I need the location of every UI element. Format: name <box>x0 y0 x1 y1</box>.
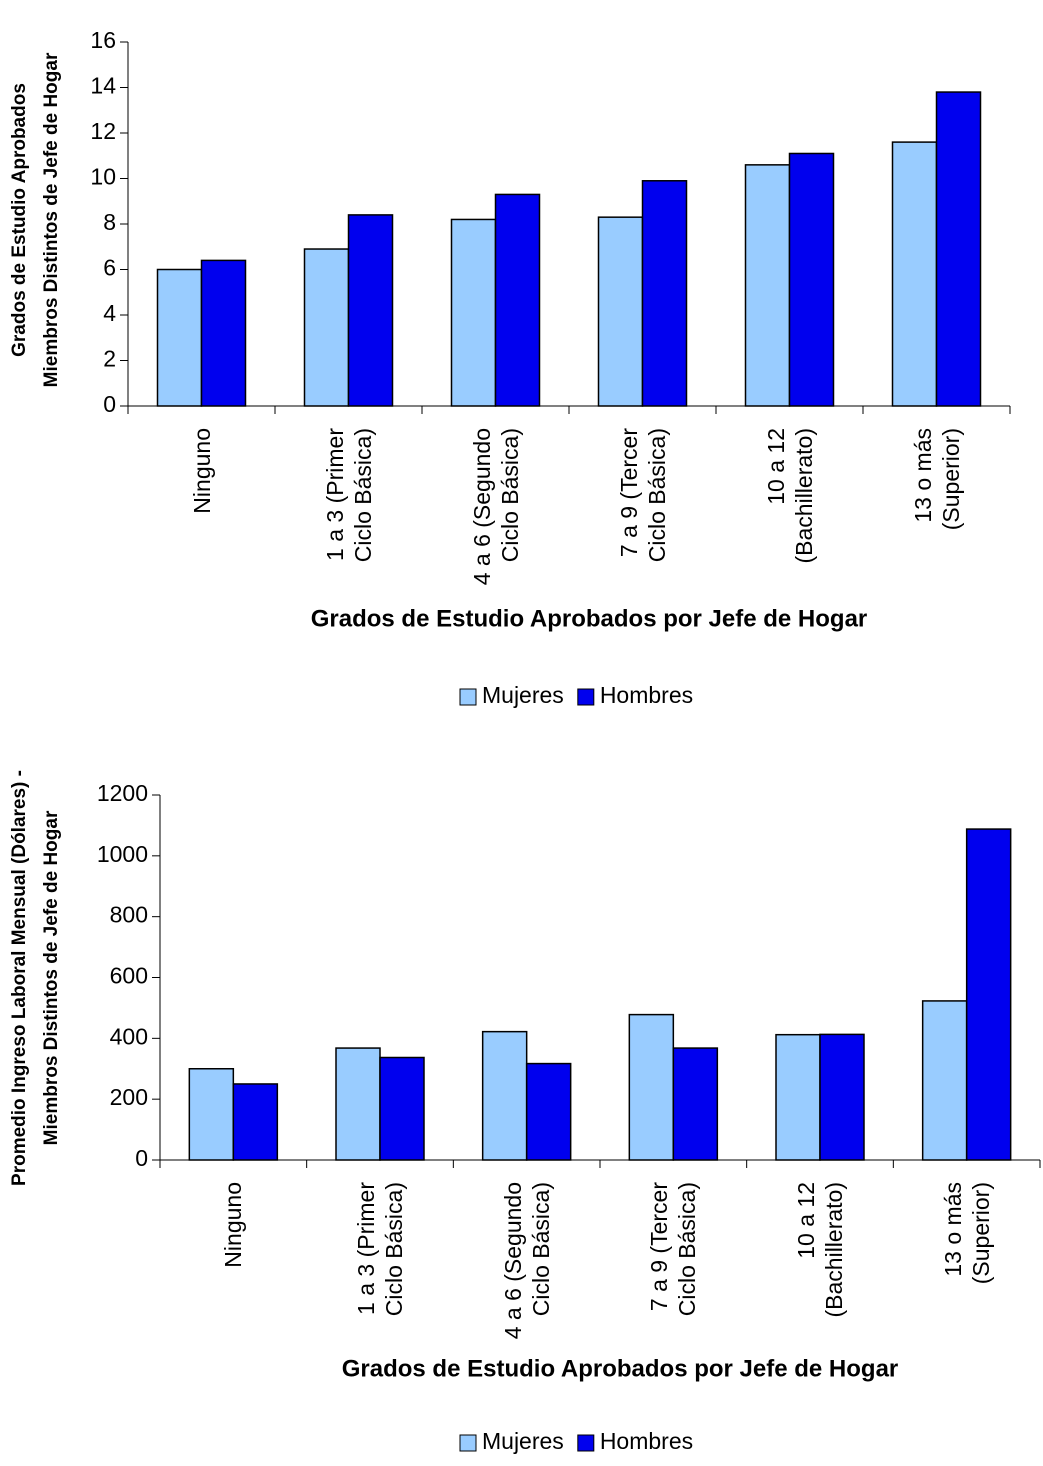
y-tick-label: 12 <box>90 118 116 144</box>
y-axis-title: Miembros Distintos de Jefe de Hogar <box>41 810 62 1145</box>
bar <box>481 1030 528 1161</box>
bar <box>525 1062 572 1161</box>
x-tick-label: 7 a 9 (Tercer Ciclo Básica) <box>615 428 670 563</box>
y-tick-label: 800 <box>110 902 148 928</box>
bar <box>200 259 247 407</box>
x-axis-title: Grados de Estudio Aprobados por Jefe de … <box>311 605 868 632</box>
y-tick-label: 16 <box>90 27 116 53</box>
y-tick-label: 14 <box>90 73 116 99</box>
bar <box>935 91 982 407</box>
legend-label: Mujeres <box>482 682 564 708</box>
bar <box>641 180 688 407</box>
bar <box>744 164 791 407</box>
bar <box>379 1056 425 1161</box>
legend-label: Hombres <box>600 1428 693 1454</box>
legend-label: Hombres <box>600 682 693 708</box>
x-tick-label: 1 a 3 (Primer Ciclo Básica) <box>353 1182 407 1317</box>
y-tick-label: 600 <box>110 963 148 989</box>
bar <box>921 1000 968 1161</box>
bar <box>347 214 394 407</box>
x-tick-label: 1 a 3 (Primer Ciclo Básica) <box>321 428 376 563</box>
bar <box>494 193 541 407</box>
bar <box>788 152 835 407</box>
y-axis-title: Promedio Ingreso Laboral Mensual (Dólare… <box>9 770 30 1186</box>
x-tick-label: 4 a 6 (Segundo Ciclo Básica) <box>468 428 523 586</box>
bar <box>156 268 203 407</box>
x-tick-label: Ninguno <box>220 1182 247 1268</box>
x-axis-title: Grados de Estudio Aprobados por Jefe de … <box>342 1355 899 1382</box>
legend-swatch <box>459 688 477 706</box>
bar <box>232 1083 279 1161</box>
x-tick-label: Ninguno <box>188 428 215 514</box>
bar <box>672 1047 719 1161</box>
y-tick-label: 0 <box>135 1145 148 1171</box>
x-tick-label: 10 a 12 (Bachillerato) <box>793 1182 847 1318</box>
y-tick-label: 400 <box>110 1023 148 1049</box>
bar <box>597 216 644 407</box>
y-axis-title: Grados de Estudio Aprobados <box>9 83 30 357</box>
bar <box>628 1013 675 1161</box>
bar <box>891 141 938 407</box>
x-tick-label: 13 o más (Superior) <box>939 1182 994 1285</box>
y-axis-title: Miembros Distintos de Jefe de Hogar <box>41 52 62 387</box>
y-tick-label: 4 <box>103 300 116 326</box>
legend-swatch <box>459 1434 477 1452</box>
x-tick-label: 10 a 12 (Bachillerato) <box>762 428 817 564</box>
bar <box>303 248 350 407</box>
x-tick-label: 7 a 9 (Tercer Ciclo Básica) <box>646 1182 701 1317</box>
y-tick-label: 1000 <box>97 841 148 867</box>
y-tick-label: 200 <box>110 1084 148 1110</box>
x-tick-label: 4 a 6 (Segundo Ciclo Básica) <box>499 1182 554 1340</box>
legend-swatch <box>577 1434 595 1452</box>
legend-label: Mujeres <box>482 1428 564 1454</box>
y-tick-label: 10 <box>90 164 116 190</box>
bar <box>450 218 497 407</box>
y-tick-label: 6 <box>103 255 116 281</box>
y-tick-label: 2 <box>103 346 116 372</box>
bar <box>819 1033 865 1161</box>
bar <box>188 1068 235 1161</box>
bar <box>335 1047 381 1161</box>
bar <box>965 828 1012 1161</box>
x-tick-label: 13 o más (Superior) <box>909 428 964 531</box>
y-tick-label: 0 <box>103 391 116 417</box>
y-tick-label: 8 <box>103 209 116 235</box>
y-tick-label: 1200 <box>97 780 148 806</box>
legend-swatch <box>577 688 595 706</box>
bar <box>775 1033 821 1161</box>
